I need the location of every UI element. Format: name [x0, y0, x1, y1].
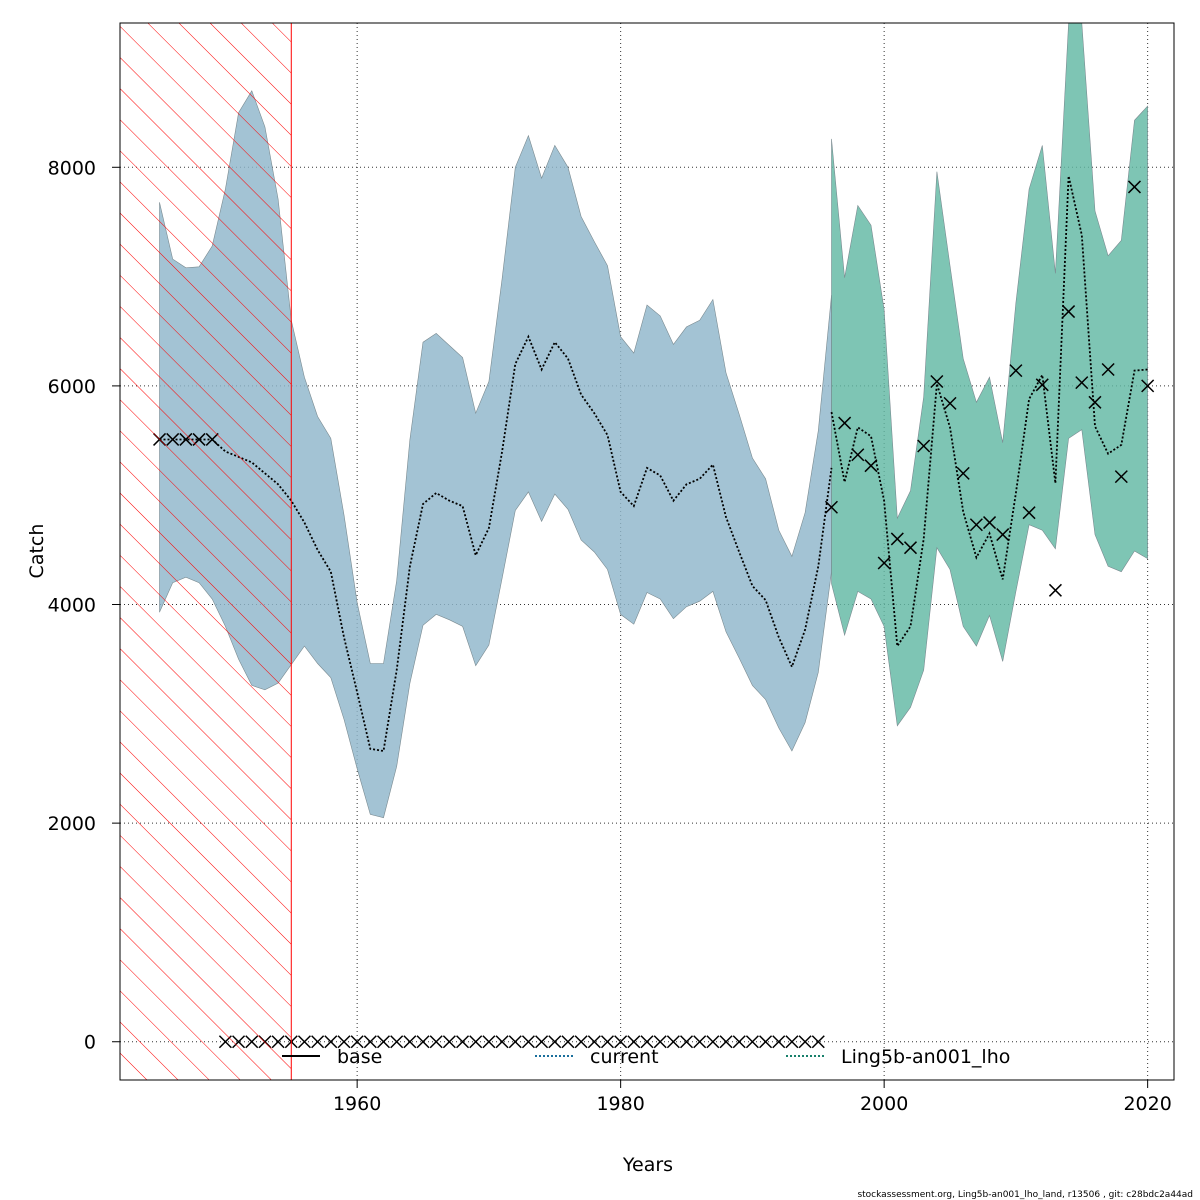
observation-point	[482, 1035, 496, 1049]
x-tick-label: 2000	[860, 1093, 908, 1115]
observation-point	[350, 1035, 364, 1049]
observation-point	[996, 528, 1010, 542]
x-tick-label: 1980	[596, 1093, 644, 1115]
legend-label: base	[337, 1046, 382, 1068]
observation-point	[693, 1035, 707, 1049]
y-tick-label: 2000	[48, 813, 96, 835]
observation-point	[1062, 305, 1076, 319]
observation-point	[548, 1035, 562, 1049]
observation-point	[495, 1035, 509, 1049]
observation-point	[864, 459, 878, 473]
confidence-band-Ling5b-an001_lho	[831, 23, 1148, 727]
y-tick-label: 6000	[48, 376, 96, 398]
observation-point	[917, 439, 931, 453]
legend-item: Ling5b-an001_lho	[786, 1046, 1010, 1068]
observation-point	[745, 1035, 759, 1049]
observation-point	[1048, 583, 1062, 597]
observation-point	[311, 1035, 325, 1049]
observation-point	[811, 1035, 825, 1049]
observation-point	[390, 1035, 404, 1049]
observation-point	[640, 1035, 654, 1049]
observation-point	[587, 1035, 601, 1049]
observation-point	[851, 448, 865, 462]
observation-point	[469, 1035, 483, 1049]
observation-point	[574, 1035, 588, 1049]
observation-point	[983, 516, 997, 530]
observation-point	[521, 1035, 535, 1049]
observation-point	[903, 541, 918, 555]
observation-point	[943, 396, 957, 410]
observation-point	[614, 1035, 628, 1049]
observation-point	[1127, 180, 1142, 194]
x-tick-label: 1960	[333, 1093, 381, 1115]
observation-point	[956, 466, 970, 480]
legend-label: current	[590, 1046, 659, 1068]
observation-point	[1035, 378, 1049, 392]
y-tick-label: 8000	[48, 157, 96, 179]
shaded-period	[119, 22, 292, 1081]
legend-item: current	[535, 1046, 659, 1068]
observation-point	[561, 1035, 575, 1049]
legend-item: base	[282, 1046, 382, 1068]
observation-point	[297, 1035, 311, 1049]
observation-point	[890, 532, 904, 546]
axes: 1960 1980 2000 2020 0 2000 4000 6000 8000	[48, 22, 1175, 1115]
observation-point	[1114, 470, 1128, 484]
observation-point	[706, 1035, 720, 1049]
observation-point	[442, 1035, 456, 1049]
observation-point	[416, 1035, 430, 1049]
observation-point	[798, 1035, 812, 1049]
observation-point	[772, 1035, 786, 1049]
observation-point	[877, 556, 891, 570]
observation-point	[838, 416, 852, 430]
legend-label: Ling5b-an001_lho	[841, 1046, 1010, 1068]
observation-point	[1075, 376, 1089, 390]
confidence-bands	[159, 23, 1148, 819]
observation-point	[403, 1035, 417, 1049]
observation-point	[376, 1035, 391, 1049]
observation-point	[732, 1035, 746, 1049]
observation-point	[429, 1035, 443, 1049]
x-tick-label: 2020	[1123, 1093, 1171, 1115]
observation-point	[679, 1035, 694, 1049]
observation-point	[666, 1035, 680, 1049]
observation-point	[653, 1035, 667, 1049]
observation-point	[1101, 362, 1115, 377]
observation-point	[824, 500, 838, 514]
shaded-period-hatch	[119, 22, 292, 1081]
observation-point	[1022, 506, 1036, 520]
observation-point	[759, 1035, 773, 1049]
observation-point	[785, 1035, 799, 1049]
y-tick-label: 4000	[48, 595, 96, 617]
x-axis-label: Years	[622, 1154, 673, 1176]
observation-point	[324, 1035, 338, 1049]
observation-point	[969, 518, 983, 532]
plot-frame	[119, 22, 1175, 1081]
observation-point	[337, 1035, 351, 1049]
observation-point	[1141, 379, 1155, 393]
observation-point	[456, 1035, 470, 1049]
y-tick-label: 0	[84, 1032, 96, 1054]
observation-point	[1009, 364, 1023, 378]
observation-point	[508, 1035, 522, 1049]
series-line-Ling5b-an001_lho	[830, 175, 1148, 649]
observation-point	[535, 1035, 549, 1049]
observation-point	[1088, 395, 1102, 409]
observation-point	[719, 1035, 733, 1049]
observation-point	[627, 1035, 641, 1049]
legend: base current Ling5b-an001_lho	[282, 1046, 1010, 1068]
observation-point	[930, 374, 944, 389]
observation-point	[363, 1035, 377, 1049]
footer-text: stockassessment.org, Ling5b-an001_lho_la…	[857, 1190, 1193, 1200]
observation-point	[600, 1035, 615, 1049]
y-axis-label: Catch	[26, 524, 48, 579]
